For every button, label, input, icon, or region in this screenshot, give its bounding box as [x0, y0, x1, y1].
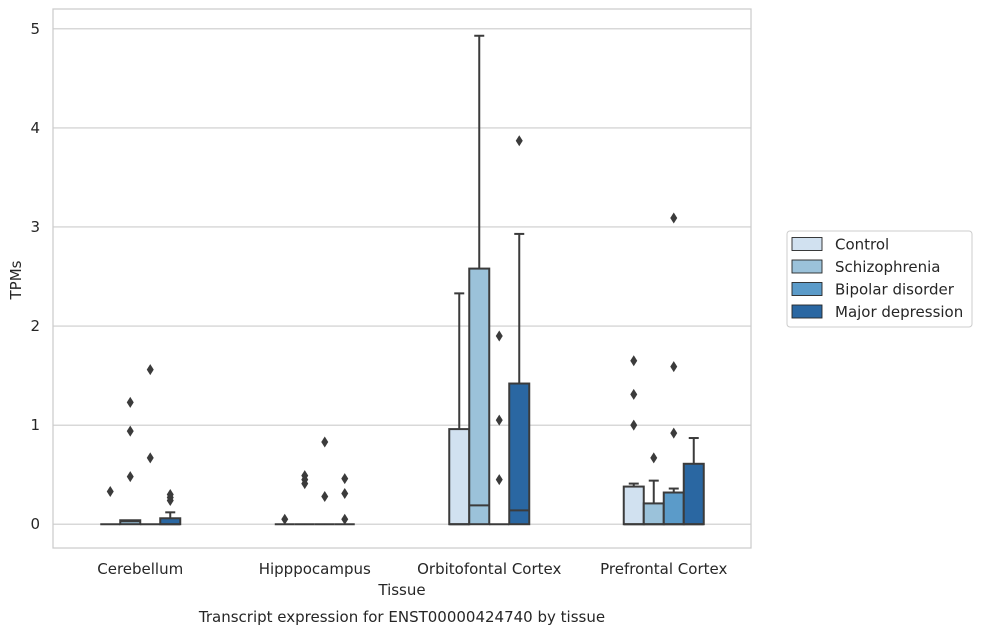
- legend-swatch: [791, 237, 823, 251]
- outlier-point: [321, 490, 329, 502]
- legend-swatch: [791, 282, 823, 296]
- outlier-point: [670, 361, 678, 373]
- x-tick-label: Cerebellum: [97, 560, 183, 578]
- outlier-point: [106, 486, 114, 498]
- legend-swatch: [791, 304, 823, 319]
- y-tick-label: 3: [30, 218, 40, 236]
- legend-label: Control: [835, 236, 889, 254]
- legend-swatch: [791, 259, 823, 274]
- outlier-point: [281, 513, 289, 525]
- chart-title: Transcript expression for ENST0000042474…: [198, 608, 605, 626]
- x-tick-label: Prefrontal Cortex: [600, 560, 727, 578]
- y-axis-ticks: 0 1 2 3 4 5: [30, 20, 40, 533]
- box-0-3: [159, 511, 182, 526]
- outlier-point: [126, 396, 134, 408]
- legend-label: Bipolar disorder: [835, 281, 955, 299]
- outlier-point: [126, 471, 134, 483]
- box-body: [468, 267, 491, 526]
- grid-lines: [53, 28, 751, 525]
- x-tick-label: Orbitofontal Cortex: [417, 560, 561, 578]
- box-body: [448, 428, 471, 526]
- box-3-3: [682, 437, 705, 526]
- box-body: [508, 382, 531, 526]
- box-0-1: [119, 519, 142, 526]
- x-axis-ticks: Cerebellum Hipppocampus Orbitofontal Corte…: [97, 560, 727, 578]
- x-tick-label: Hipppocampus: [259, 560, 371, 578]
- y-tick-label: 0: [30, 515, 40, 533]
- y-tick-label: 2: [30, 317, 40, 335]
- y-axis-label: TPMs: [7, 260, 25, 300]
- outlier-point: [630, 355, 638, 367]
- outlier-point: [630, 419, 638, 431]
- box-2-1: [468, 34, 491, 526]
- box-body: [622, 485, 645, 526]
- outlier-point: [630, 388, 638, 400]
- box-body: [662, 491, 685, 526]
- outlier-point: [301, 470, 309, 482]
- outlier-point: [495, 474, 503, 486]
- outlier-points: [106, 135, 678, 525]
- plot-area-frame: [52, 8, 752, 549]
- outlier-point: [321, 436, 329, 448]
- box-body: [682, 462, 705, 526]
- x-axis-label: Tissue: [377, 581, 425, 599]
- outlier-point: [341, 473, 349, 485]
- outlier-point: [670, 212, 678, 224]
- legend-label: Schizophrenia: [835, 258, 940, 276]
- outlier-point: [515, 135, 523, 147]
- y-tick-label: 5: [30, 20, 40, 38]
- box-body: [642, 502, 665, 526]
- outlier-point: [495, 414, 503, 426]
- legend: Control Schizophrenia Bipolar disorder Majo…: [786, 230, 973, 328]
- outlier-point: [650, 452, 658, 464]
- outlier-point: [341, 513, 349, 525]
- box-plots: [100, 34, 705, 526]
- legend-frame: [786, 230, 973, 328]
- box-2-0: [448, 292, 471, 526]
- box-3-1: [642, 479, 665, 526]
- legend-label: Major depression: [835, 303, 963, 321]
- outlier-point: [495, 330, 503, 342]
- box-3-0: [622, 482, 645, 526]
- outlier-point: [126, 425, 134, 437]
- box-2-3: [508, 232, 531, 526]
- outlier-point: [146, 452, 154, 464]
- outlier-point: [166, 488, 174, 500]
- outlier-point: [341, 488, 349, 500]
- outlier-point: [146, 364, 154, 376]
- box-3-2: [662, 487, 685, 526]
- y-tick-label: 1: [30, 416, 40, 434]
- outlier-point: [670, 427, 678, 439]
- y-tick-label: 4: [30, 119, 40, 137]
